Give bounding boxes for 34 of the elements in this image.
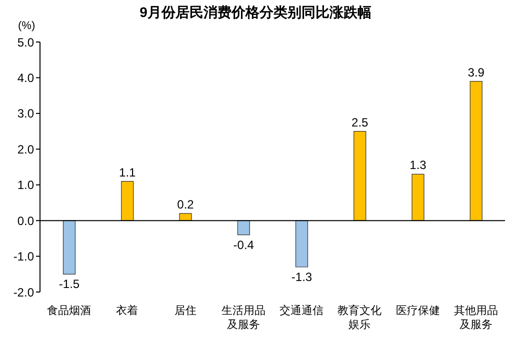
data-label: 2.5 xyxy=(352,115,369,130)
x-tick-label: 其他用品及服务 xyxy=(454,304,498,331)
data-label: -1.5 xyxy=(58,277,80,292)
bar xyxy=(121,180,134,221)
data-label: -0.4 xyxy=(233,238,254,252)
data-label: 1.3 xyxy=(410,158,427,172)
chart-title: 9月份居民消费价格分类别同比涨跌幅 xyxy=(140,4,372,20)
y-tick-label: 4.0 xyxy=(17,70,34,85)
data-label: 1.1 xyxy=(119,165,136,180)
data-label: -1.3 xyxy=(291,270,312,284)
bar xyxy=(412,174,424,221)
y-tick-label: 0.0 xyxy=(17,214,34,228)
bar xyxy=(179,213,192,221)
data-label: 0.2 xyxy=(177,197,194,212)
y-tick-label: -1.0 xyxy=(13,250,34,264)
x-tick-label: 居住 xyxy=(174,305,196,317)
x-tick-label: 交通通信 xyxy=(280,304,324,317)
bar xyxy=(237,220,250,236)
y-tick-label: 3.0 xyxy=(17,106,34,121)
x-tick-label: 生活用品及服务 xyxy=(221,304,266,331)
y-tick-label: 1.0 xyxy=(17,178,34,192)
x-tick-label: 食品烟酒 xyxy=(47,304,92,317)
y-tick-label: 5.0 xyxy=(17,35,34,50)
bar xyxy=(295,220,308,268)
bar xyxy=(62,220,76,274)
x-tick-label: 衣着 xyxy=(116,304,138,317)
y-tick-label: -2.0 xyxy=(13,285,34,300)
bar xyxy=(354,130,366,221)
y-axis-title: (%) xyxy=(18,20,36,32)
x-tick-label: 教育文化娱乐 xyxy=(338,304,382,331)
x-tick-label: 医疗保健 xyxy=(396,304,440,317)
bar xyxy=(470,80,482,221)
data-label: 3.9 xyxy=(468,65,485,80)
y-tick-label: 2.0 xyxy=(17,142,34,156)
